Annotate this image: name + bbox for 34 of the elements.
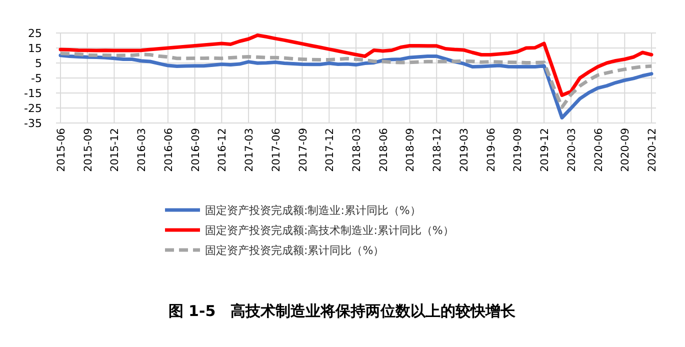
x-tick-label: 2018-06 xyxy=(378,128,390,172)
x-tick-label: 2019-03 xyxy=(458,128,470,172)
x-tick-label: 2019-12 xyxy=(539,128,552,172)
x-tick-label: 2017-03 xyxy=(244,128,256,172)
x-tick-label: 2018-09 xyxy=(404,128,417,172)
x-tick-label: 2017-12 xyxy=(324,128,336,172)
text: 图 1-5 高技术制造业将保持两位数以上的较快增长 xyxy=(168,302,517,320)
x-tick-label: 2015-09 xyxy=(82,128,94,172)
x-tick-label: 2016-03 xyxy=(136,128,148,172)
y-tick-label: -25 xyxy=(24,102,42,115)
x-tick-label: 2020-12 xyxy=(646,128,659,172)
y-tick-label: -15 xyxy=(24,87,42,100)
legend-label: 固定资产投资完成额:高技术制造业:累计同比（%） xyxy=(205,224,454,237)
x-tick-label: 2020-03 xyxy=(566,128,578,172)
x-tick-label: 2020-06 xyxy=(592,128,605,172)
x-tick-label: 2016-06 xyxy=(162,128,175,172)
y-tick-label: 5 xyxy=(35,57,42,70)
x-tick-label: 2016-12 xyxy=(216,128,229,172)
x-tick-label: 2017-06 xyxy=(270,128,282,172)
x-tick-label: 2015-12 xyxy=(109,128,122,172)
x-tick-label: 2018-03 xyxy=(351,128,363,172)
x-tick-label: 2018-12 xyxy=(432,128,444,172)
legend-label: 固定资产投资完成额:制造业:累计同比（%） xyxy=(205,204,421,217)
y-tick-label: 25 xyxy=(28,27,42,40)
x-tick-label: 2015-06 xyxy=(55,128,68,172)
x-tick-label: 2017-09 xyxy=(297,128,310,172)
y-tick-label: 15 xyxy=(28,42,42,55)
legend-label: 固定资产投资完成额:累计同比（%） xyxy=(205,244,384,257)
x-tick-label: 2016-09 xyxy=(190,128,202,172)
y-tick-label: -5 xyxy=(31,72,42,85)
y-tick-label: -35 xyxy=(24,117,42,130)
x-tick-label: 2019-09 xyxy=(512,128,524,172)
x-tick-label: 2020-09 xyxy=(620,128,632,172)
x-tick-label: 2019-06 xyxy=(485,128,498,172)
